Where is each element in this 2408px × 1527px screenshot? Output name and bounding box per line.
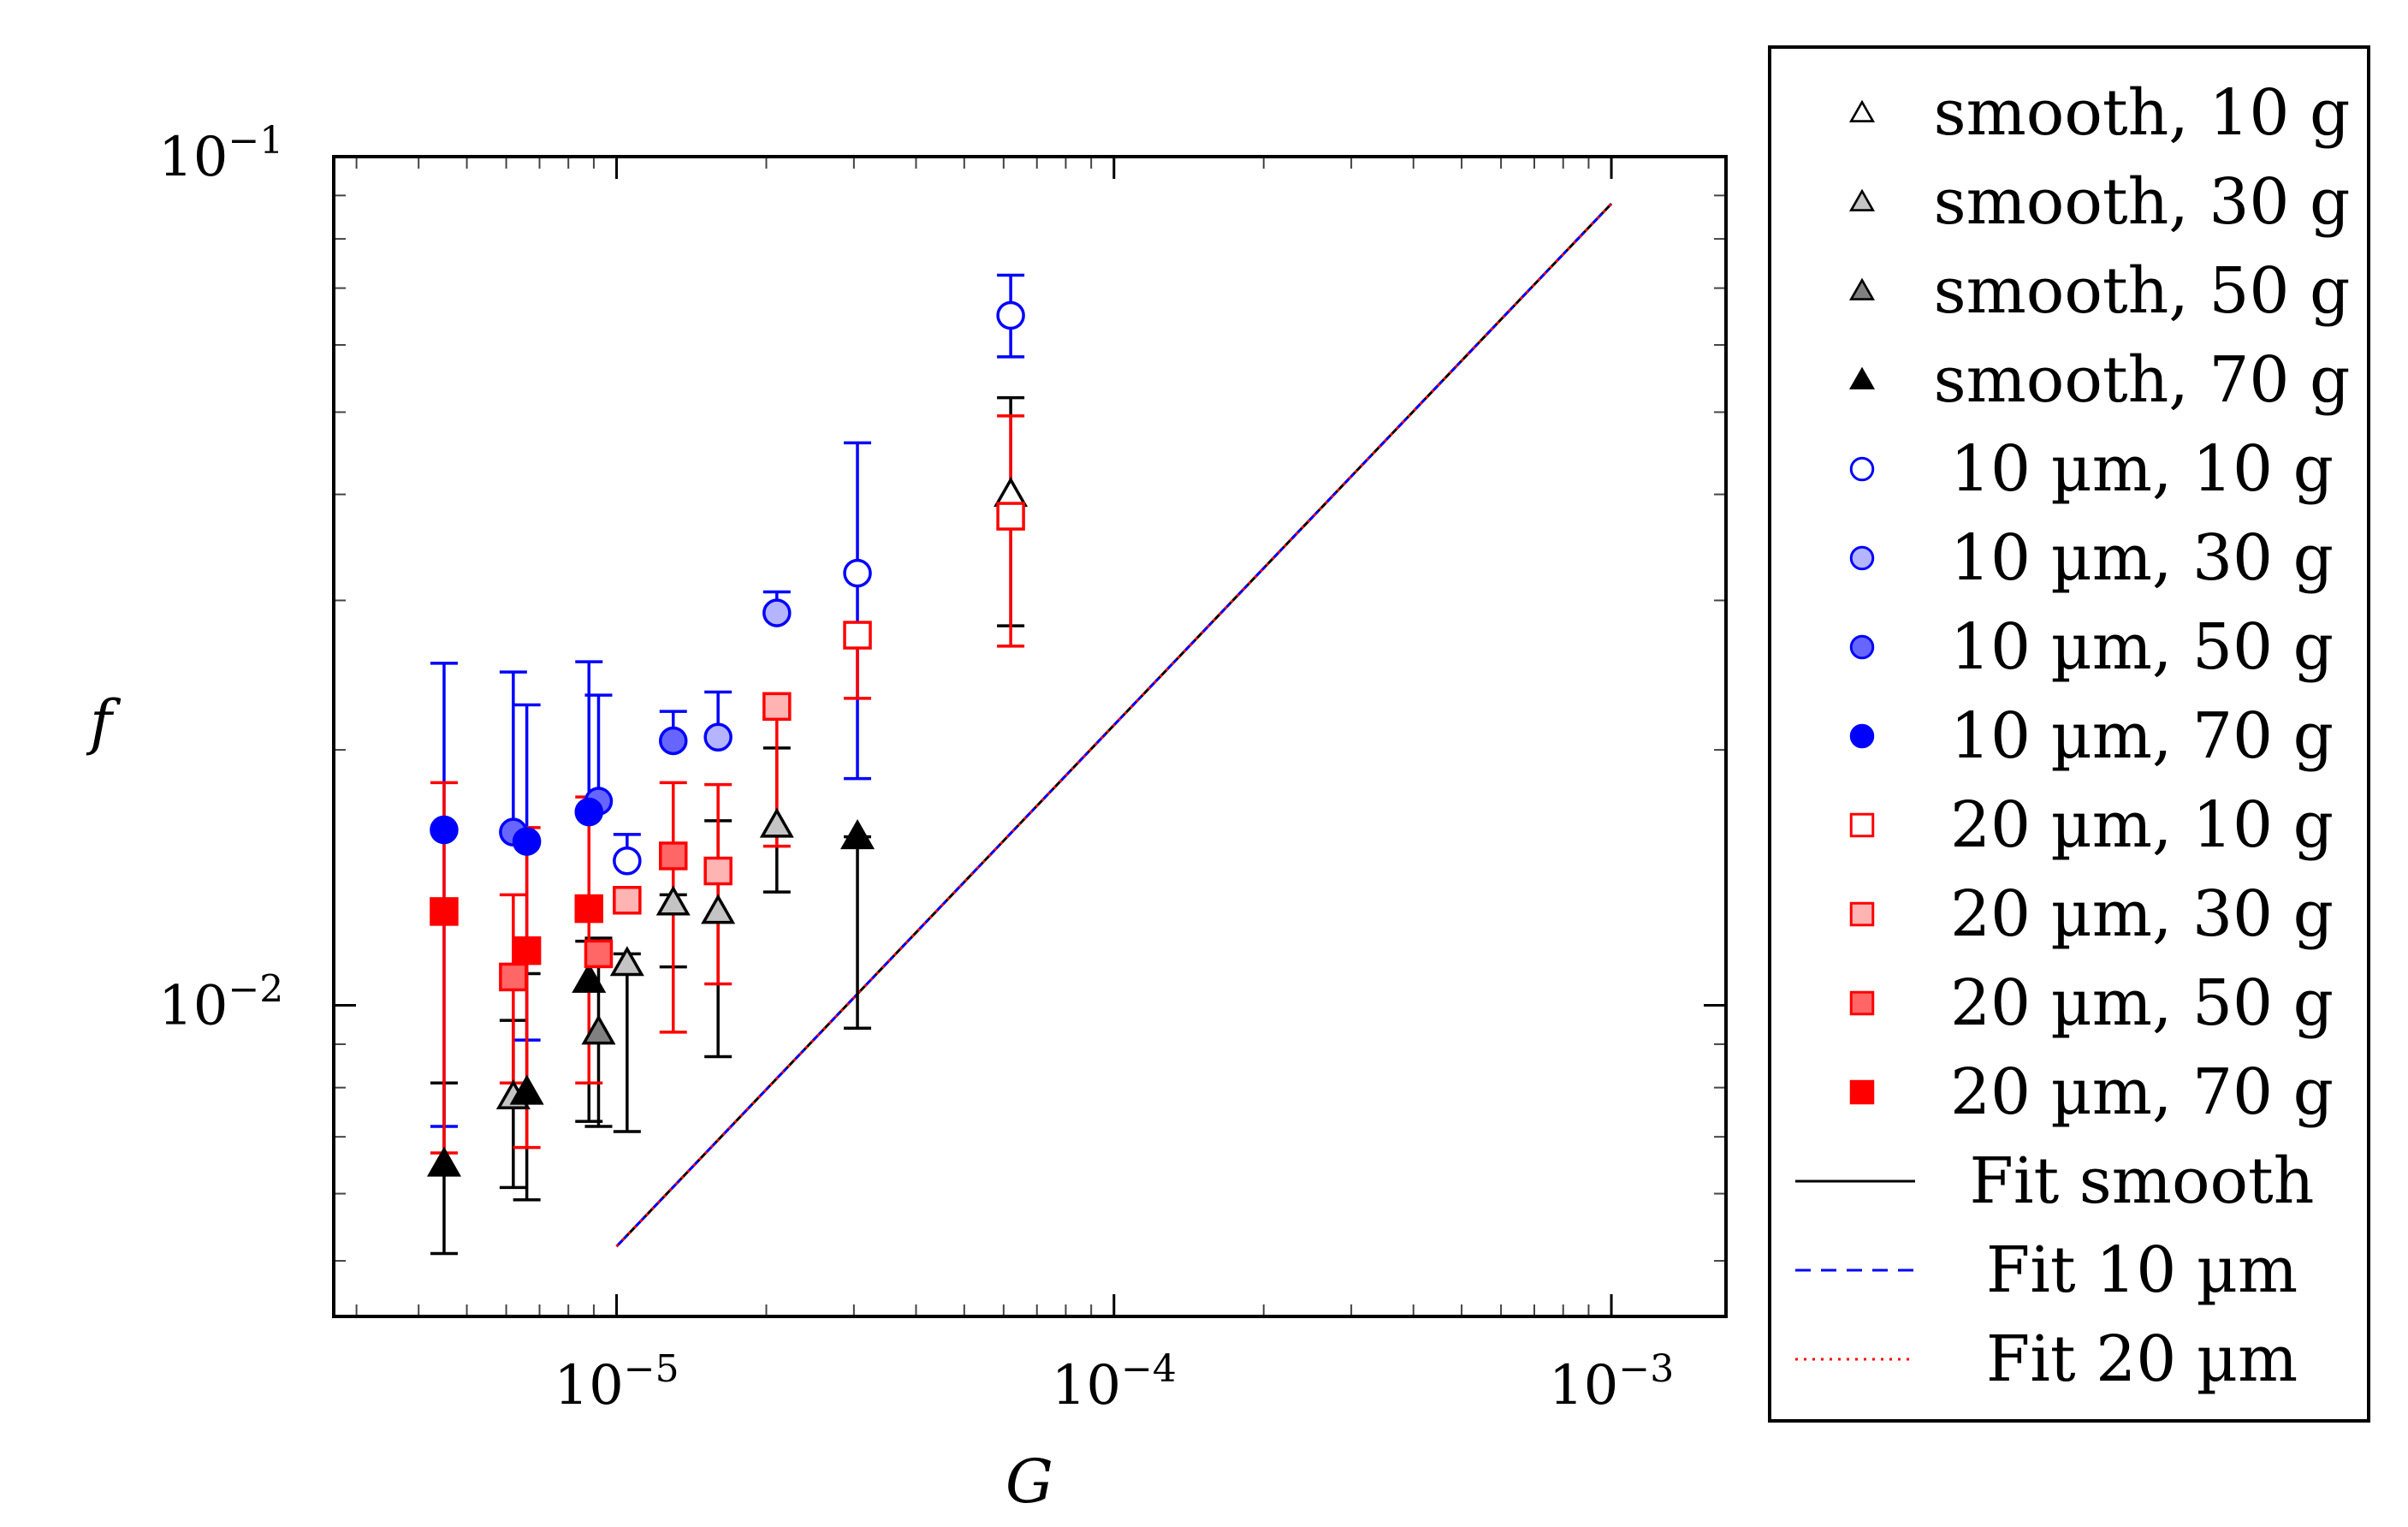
legend-marker <box>1848 99 1876 122</box>
data-point <box>659 841 688 870</box>
data-point <box>993 477 1029 508</box>
legend-entry: 20 µm, 10 g <box>1849 788 2334 862</box>
legend-label: 20 µm, 10 g <box>1950 788 2334 862</box>
legend-entry: Fit 10 µm <box>1795 1233 2298 1307</box>
legend-marker <box>1849 1079 1875 1105</box>
data-point <box>430 815 459 845</box>
legend-marker <box>1849 901 1875 927</box>
legend-entry: smooth, 30 g <box>1848 165 2351 239</box>
legend-label: Fit 20 µm <box>1986 1322 2298 1396</box>
data-point <box>499 962 528 992</box>
x-tick-label: 10−3 <box>1549 1347 1674 1417</box>
fit-line <box>615 203 1613 1248</box>
legend-entry: smooth, 50 g <box>1848 254 2351 328</box>
legend-entry: smooth, 10 g <box>1848 76 2351 150</box>
data-point <box>703 856 732 886</box>
data-point <box>759 807 794 838</box>
data-point <box>843 621 872 650</box>
data-point <box>584 939 614 969</box>
data-point <box>659 726 688 756</box>
legend-marker <box>1848 366 1876 389</box>
data-point <box>840 819 875 850</box>
legend-entry: 10 µm, 10 g <box>1849 432 2334 506</box>
data-point <box>512 936 542 966</box>
legend-entry: 10 µm, 70 g <box>1849 699 2334 773</box>
data-point <box>430 897 459 926</box>
data-point <box>613 846 642 876</box>
data-point <box>426 1146 461 1177</box>
legend-label: 10 µm, 50 g <box>1950 610 2334 684</box>
tick-labels: 10−5 10−4 10−3 10−2 10−1 <box>158 119 1674 1417</box>
data-point <box>703 722 732 752</box>
x-tick-label: 10−5 <box>554 1347 679 1417</box>
data-point <box>609 946 644 977</box>
legend-entry: smooth, 70 g <box>1848 343 2351 417</box>
data-point <box>574 797 604 827</box>
legend-label: Fit 10 µm <box>1986 1233 2298 1307</box>
legend-entry: Fit 20 µm <box>1795 1322 2298 1396</box>
legend-entry: 10 µm, 30 g <box>1849 521 2334 595</box>
legend-marker <box>1849 545 1875 571</box>
legend-label: smooth, 50 g <box>1934 254 2351 328</box>
x-axis-label: G <box>1005 1447 1053 1517</box>
legend-marker <box>1848 188 1876 211</box>
data-point <box>701 894 736 924</box>
legend-entry: 20 µm, 70 g <box>1849 1055 2334 1129</box>
data-point <box>581 1014 616 1045</box>
data-point <box>762 598 792 627</box>
fit-lines <box>615 203 1613 1248</box>
legend-entry: 20 µm, 50 g <box>1849 966 2334 1040</box>
legend-entry: 10 µm, 50 g <box>1849 610 2334 684</box>
legend-label: smooth, 70 g <box>1934 343 2351 417</box>
legend-marker <box>1849 812 1875 838</box>
data-point <box>996 502 1025 531</box>
legend-marker <box>1849 456 1875 482</box>
legend-label: 20 µm, 70 g <box>1950 1055 2334 1129</box>
legend-label: 10 µm, 70 g <box>1950 699 2334 773</box>
y-tick-label: 10−2 <box>158 968 283 1038</box>
legend: smooth, 10 g smooth, 30 g smooth, 50 g smoo… <box>1768 45 2370 1423</box>
data-point <box>996 300 1025 330</box>
minor-ticks <box>334 157 1726 1316</box>
data-point <box>572 962 607 993</box>
data-point <box>574 894 604 924</box>
data-point <box>512 827 542 856</box>
data-markers <box>426 300 1029 1177</box>
legend-label: 20 µm, 30 g <box>1950 877 2334 951</box>
legend-entry: Fit smooth <box>1795 1144 2314 1218</box>
legend-label: Fit smooth <box>1970 1144 2315 1218</box>
data-point <box>655 885 691 916</box>
data-point <box>843 558 872 588</box>
y-tick-label: 10−1 <box>158 119 283 189</box>
major-ticks <box>334 155 1726 1316</box>
legend-label: 10 µm, 10 g <box>1950 432 2334 506</box>
legend-label: smooth, 30 g <box>1934 165 2351 239</box>
legend-marker <box>1849 723 1875 749</box>
legend-label: 20 µm, 50 g <box>1950 966 2334 1040</box>
legend-entry: 20 µm, 30 g <box>1849 877 2334 951</box>
y-axis-label: f <box>86 687 122 758</box>
legend-marker <box>1849 990 1875 1016</box>
data-point <box>613 886 642 915</box>
legend-marker <box>1849 634 1875 660</box>
x-tick-label: 10−4 <box>1052 1347 1177 1417</box>
data-point <box>509 1074 544 1105</box>
legend-label: 10 µm, 30 g <box>1950 521 2334 595</box>
data-point <box>762 692 792 722</box>
plot-frame <box>332 155 1728 1318</box>
legend-marker <box>1848 277 1876 300</box>
legend-label: smooth, 10 g <box>1934 76 2351 150</box>
